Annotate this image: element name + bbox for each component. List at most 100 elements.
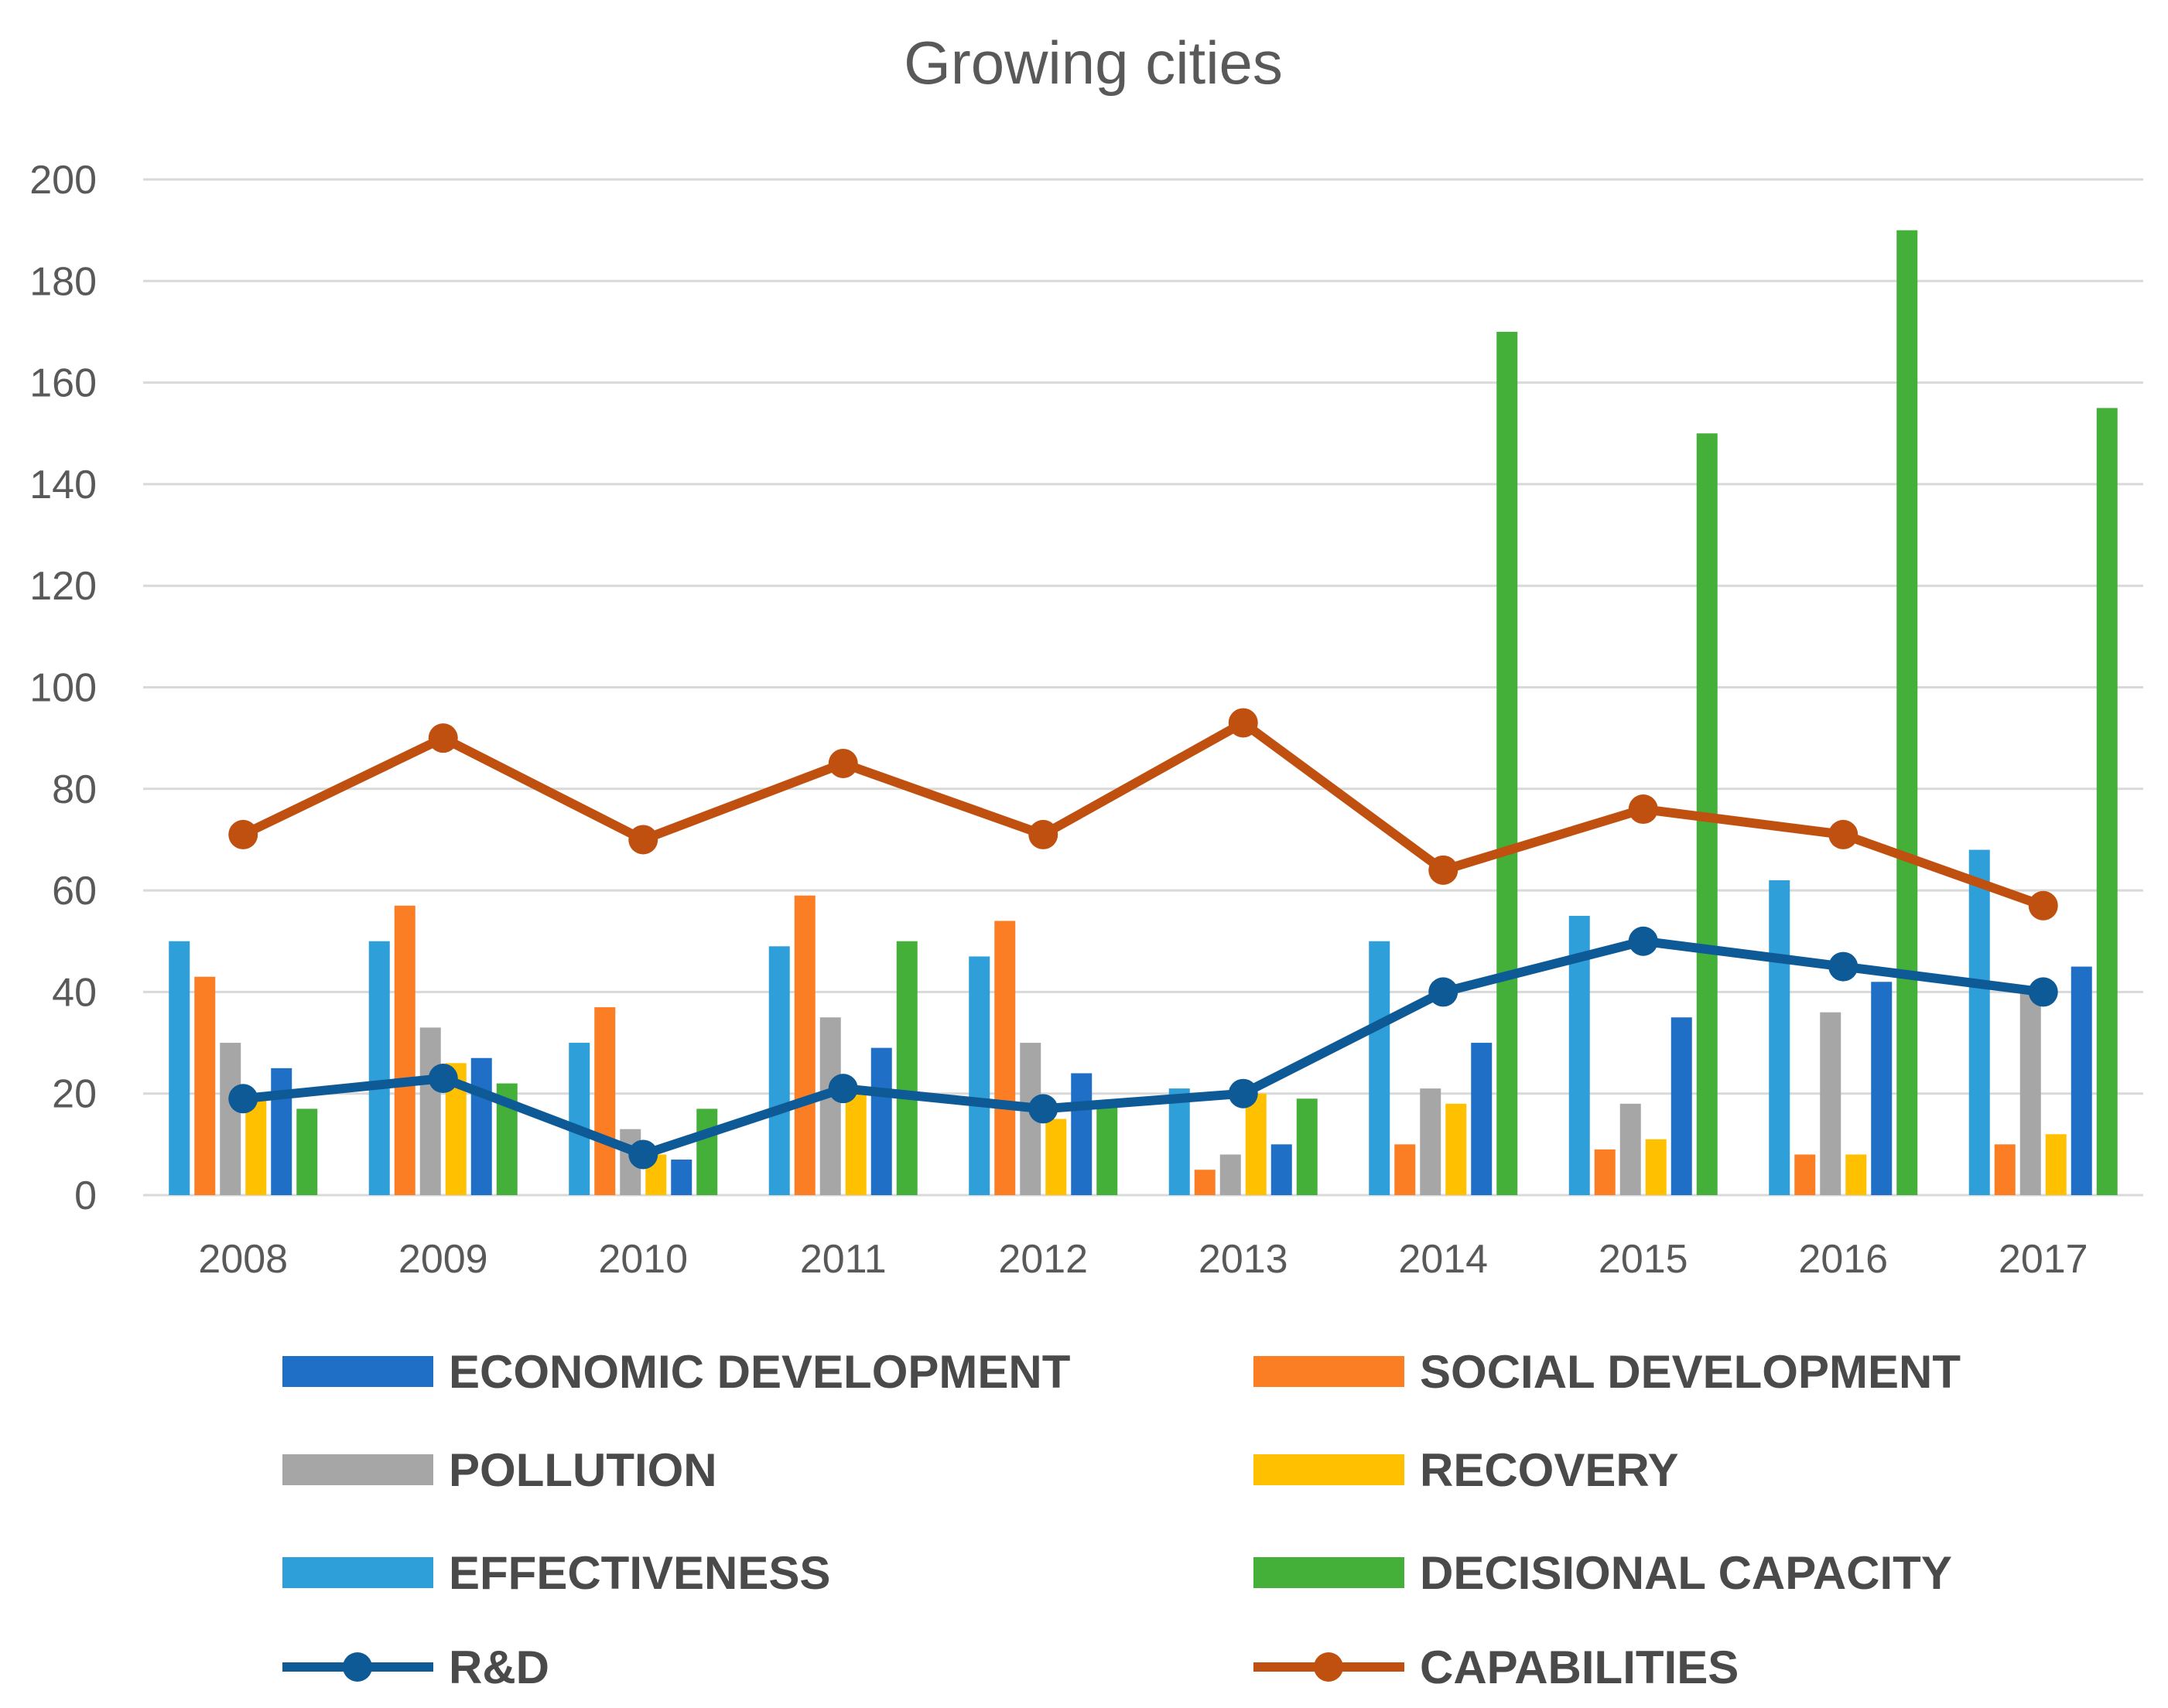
point-r-d-2009: [428, 1064, 458, 1094]
bar-pollution-2009: [419, 1027, 441, 1195]
bar-economic-development-2010: [671, 1160, 692, 1195]
line-series: [228, 708, 2058, 1170]
y-tick-label-20: 20: [52, 1072, 97, 1117]
bar-social-development-2014: [1394, 1144, 1416, 1195]
gridlines: [143, 178, 2143, 1197]
bar-recovery-2017: [2045, 1134, 2067, 1195]
y-tick-label-120: 120: [29, 564, 97, 609]
legend-marker-capabilities: [1314, 1652, 1343, 1682]
bar-effectiveness-2008: [169, 941, 190, 1195]
x-tick-label-2010: 2010: [598, 1237, 688, 1282]
point-r-d-2010: [628, 1139, 658, 1170]
point-capabilities-2008: [228, 819, 258, 849]
line-capabilities: [241, 718, 2045, 910]
bar-economic-development-2009: [470, 1057, 492, 1195]
y-tick-label-180: 180: [29, 259, 97, 304]
legend-label-decisional-capacity: DECISIONAL CAPACITY: [1420, 1547, 1952, 1599]
chart-title: Growing cities: [904, 29, 1283, 97]
legend-label-social-development: SOCIAL DEVELOPMENT: [1420, 1346, 1961, 1398]
bar-effectiveness-2016: [1769, 880, 1790, 1195]
bar-recovery-2012: [1045, 1119, 1067, 1195]
bars: [169, 230, 2118, 1196]
point-capabilities-2012: [1028, 819, 1058, 849]
x-tick-label-2016: 2016: [1798, 1237, 1888, 1282]
bar-effectiveness-2014: [1369, 941, 1390, 1195]
line-r-d: [242, 936, 2044, 1160]
y-tick-label-0: 0: [74, 1173, 97, 1218]
bar-social-development-2010: [594, 1007, 616, 1195]
legend-swatch-pollution: [282, 1454, 433, 1485]
bar-pollution-2011: [819, 1017, 841, 1195]
bar-decisional-capacity-2014: [1496, 331, 1518, 1196]
bar-effectiveness-2009: [368, 941, 390, 1195]
bar-economic-development-2011: [870, 1047, 892, 1195]
legend-marker-r-d: [343, 1652, 372, 1682]
point-capabilities-2014: [1428, 855, 1458, 885]
x-tick-label-2014: 2014: [1398, 1237, 1488, 1282]
y-tick-label-80: 80: [52, 767, 97, 812]
legend-label-r-d: R&D: [449, 1641, 549, 1693]
bar-social-development-2011: [794, 895, 816, 1195]
x-tick-label-2011: 2011: [800, 1237, 887, 1282]
point-r-d-2013: [1228, 1078, 1258, 1108]
bar-effectiveness-2017: [1968, 849, 1990, 1195]
legend: ECONOMIC DEVELOPMENT SOCIAL DEVELOPMENT PO…: [282, 1346, 1961, 1693]
bar-social-development-2017: [1994, 1144, 2016, 1195]
bar-recovery-2013: [1245, 1093, 1267, 1195]
legend-label-recovery: RECOVERY: [1420, 1444, 1679, 1496]
point-r-d-2008: [228, 1084, 258, 1114]
bar-recovery-2011: [845, 1093, 867, 1195]
point-r-d-2015: [1628, 926, 1658, 956]
legend-swatch-effectiveness: [282, 1557, 433, 1588]
bar-social-development-2012: [994, 921, 1016, 1195]
bar-decisional-capacity-2011: [896, 941, 918, 1195]
bar-decisional-capacity-2016: [1896, 230, 1918, 1195]
point-capabilities-2009: [428, 723, 458, 753]
bar-recovery-2016: [1845, 1154, 1867, 1195]
point-r-d-2014: [1428, 977, 1458, 1007]
legend-swatch-economic-development: [282, 1356, 433, 1387]
bar-decisional-capacity-2013: [1296, 1098, 1318, 1195]
y-tick-label-60: 60: [52, 869, 97, 914]
bar-social-development-2013: [1194, 1170, 1216, 1195]
bar-recovery-2014: [1445, 1103, 1467, 1195]
y-tick-label-160: 160: [29, 361, 97, 406]
bar-effectiveness-2012: [969, 956, 990, 1195]
bar-social-development-2015: [1594, 1149, 1616, 1195]
bar-decisional-capacity-2012: [1096, 1103, 1118, 1195]
bar-decisional-capacity-2010: [696, 1108, 718, 1195]
legend-label-pollution: POLLUTION: [449, 1444, 717, 1496]
bar-economic-development-2014: [1471, 1043, 1493, 1195]
point-capabilities-2015: [1628, 794, 1658, 825]
x-tick-label-2009: 2009: [398, 1237, 488, 1282]
bar-effectiveness-2011: [768, 946, 790, 1195]
bar-economic-development-2016: [1871, 982, 1893, 1195]
bar-social-development-2016: [1794, 1154, 1816, 1195]
bar-pollution-2014: [1420, 1088, 1441, 1195]
x-tick-label-2015: 2015: [1599, 1237, 1688, 1282]
y-axis-ticks: 0 20 40 60 80 100 120 140 160 180 200: [29, 158, 97, 1218]
point-r-d-2011: [828, 1074, 858, 1104]
bar-economic-development-2013: [1270, 1144, 1292, 1195]
legend-label-economic-development: ECONOMIC DEVELOPMENT: [449, 1346, 1070, 1398]
bar-recovery-2015: [1645, 1139, 1667, 1195]
point-capabilities-2010: [628, 825, 658, 855]
point-capabilities-2011: [828, 748, 858, 778]
legend-swatch-recovery: [1253, 1454, 1404, 1485]
y-tick-label-100: 100: [29, 666, 97, 711]
bar-pollution-2017: [2019, 992, 2041, 1195]
x-tick-label-2013: 2013: [1199, 1237, 1288, 1282]
bar-effectiveness-2010: [569, 1043, 590, 1195]
bar-decisional-capacity-2017: [2096, 408, 2118, 1195]
point-capabilities-2016: [1828, 819, 1859, 849]
bar-economic-development-2015: [1670, 1017, 1692, 1195]
legend-label-capabilities: CAPABILITIES: [1420, 1641, 1739, 1693]
legend-label-effectiveness: EFFECTIVENESS: [449, 1547, 830, 1599]
point-capabilities-2013: [1228, 708, 1258, 738]
bar-economic-development-2017: [2071, 966, 2092, 1195]
bar-recovery-2008: [245, 1098, 267, 1195]
bar-pollution-2008: [220, 1043, 241, 1195]
bar-economic-development-2012: [1071, 1073, 1093, 1195]
y-tick-label-40: 40: [52, 970, 97, 1015]
